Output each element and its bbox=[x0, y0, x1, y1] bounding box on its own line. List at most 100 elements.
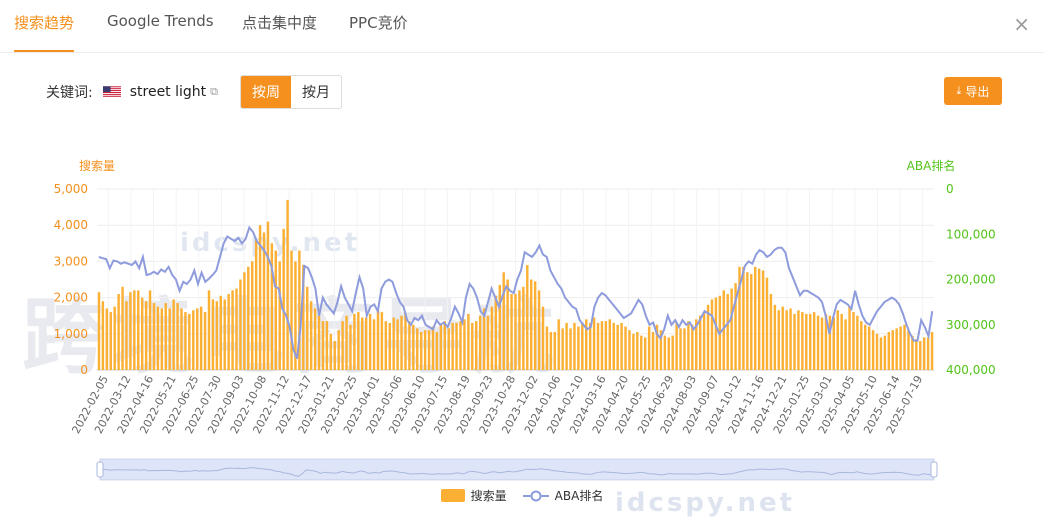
search-volume-bar[interactable] bbox=[789, 308, 792, 370]
search-volume-bar[interactable] bbox=[345, 315, 348, 370]
search-volume-bar[interactable] bbox=[907, 330, 910, 370]
search-volume-bar[interactable] bbox=[211, 299, 215, 370]
period-weekly-button[interactable]: 按周 bbox=[241, 76, 292, 108]
search-volume-bar[interactable] bbox=[306, 286, 309, 370]
search-volume-bar[interactable] bbox=[156, 306, 160, 370]
search-volume-bar[interactable] bbox=[451, 322, 454, 370]
search-volume-bar[interactable] bbox=[463, 319, 466, 370]
search-volume-bar[interactable] bbox=[148, 290, 152, 370]
search-volume-bar[interactable] bbox=[809, 313, 812, 370]
search-volume-bar[interactable] bbox=[368, 313, 372, 370]
search-volume-bar[interactable] bbox=[286, 199, 289, 370]
search-volume-bar[interactable] bbox=[239, 279, 242, 371]
search-volume-bar[interactable] bbox=[117, 293, 120, 370]
search-volume-bar[interactable] bbox=[498, 284, 501, 370]
search-volume-bar[interactable] bbox=[773, 304, 777, 370]
search-volume-bar[interactable] bbox=[423, 330, 427, 370]
search-volume-bar[interactable] bbox=[655, 324, 659, 370]
search-volume-bar[interactable] bbox=[856, 315, 859, 370]
search-volume-bar[interactable] bbox=[883, 335, 887, 370]
search-volume-bar[interactable] bbox=[203, 312, 207, 370]
search-volume-bar[interactable] bbox=[258, 225, 262, 370]
search-volume-bar[interactable] bbox=[164, 303, 167, 370]
search-volume-bar[interactable] bbox=[125, 301, 128, 370]
search-volume-bar[interactable] bbox=[506, 279, 509, 371]
search-volume-bar[interactable] bbox=[879, 337, 883, 370]
search-volume-bar[interactable] bbox=[636, 331, 639, 370]
search-volume-bar[interactable] bbox=[140, 297, 144, 370]
search-volume-bar[interactable] bbox=[133, 290, 136, 370]
search-volume-bar[interactable] bbox=[643, 337, 647, 370]
search-volume-bar[interactable] bbox=[750, 274, 753, 370]
search-volume-bar[interactable] bbox=[282, 228, 285, 370]
search-volume-bar[interactable] bbox=[616, 324, 619, 370]
search-volume-bar[interactable] bbox=[298, 250, 301, 370]
search-volume-bar[interactable] bbox=[372, 319, 376, 370]
search-volume-bar[interactable] bbox=[541, 306, 545, 370]
search-volume-bar[interactable] bbox=[816, 315, 820, 370]
search-volume-bar[interactable] bbox=[478, 315, 482, 370]
search-volume-bar[interactable] bbox=[219, 295, 222, 370]
search-volume-bar[interactable] bbox=[176, 303, 179, 370]
tab-ppc-bid[interactable]: PPC竞价 bbox=[349, 14, 408, 32]
search-volume-bar[interactable] bbox=[632, 333, 635, 370]
legend-item-aba-rank[interactable]: ABA排名 bbox=[522, 487, 603, 504]
search-volume-bar[interactable] bbox=[195, 308, 199, 370]
data-zoom-slider[interactable] bbox=[96, 458, 938, 481]
search-volume-bar[interactable] bbox=[840, 313, 843, 370]
search-volume-bar[interactable] bbox=[577, 326, 580, 370]
search-volume-bar[interactable] bbox=[270, 243, 274, 370]
search-volume-bar[interactable] bbox=[337, 330, 340, 370]
search-volume-bar[interactable] bbox=[294, 261, 297, 370]
search-volume-bar[interactable] bbox=[801, 312, 804, 370]
search-volume-bar[interactable] bbox=[887, 331, 891, 370]
export-button[interactable]: ⤓ 导出 bbox=[944, 77, 1002, 105]
search-volume-bar[interactable] bbox=[573, 322, 576, 370]
search-volume-bar[interactable] bbox=[416, 328, 419, 370]
search-volume-bar[interactable] bbox=[396, 319, 399, 370]
search-volume-bar[interactable] bbox=[184, 312, 187, 370]
search-volume-bar[interactable] bbox=[530, 279, 533, 371]
search-volume-bar[interactable] bbox=[376, 310, 380, 370]
search-volume-bar[interactable] bbox=[443, 321, 446, 370]
search-volume-bar[interactable] bbox=[235, 288, 238, 370]
search-volume-bar[interactable] bbox=[361, 317, 364, 370]
search-volume-bar[interactable] bbox=[793, 313, 796, 370]
search-volume-bar[interactable] bbox=[561, 328, 564, 370]
search-volume-bar[interactable] bbox=[695, 319, 698, 370]
search-volume-bar[interactable] bbox=[828, 315, 832, 370]
search-volume-bar[interactable] bbox=[494, 295, 498, 370]
search-volume-bar[interactable] bbox=[384, 321, 388, 370]
search-volume-bar[interactable] bbox=[502, 272, 505, 370]
search-volume-bar[interactable] bbox=[223, 299, 226, 370]
search-volume-bar[interactable] bbox=[388, 322, 391, 370]
search-volume-bar[interactable] bbox=[427, 330, 431, 370]
search-volume-bar[interactable] bbox=[553, 331, 557, 370]
search-volume-bar[interactable] bbox=[624, 326, 627, 370]
search-volume-bar[interactable] bbox=[691, 324, 694, 370]
search-volume-bar[interactable] bbox=[746, 272, 749, 370]
search-volume-bar[interactable] bbox=[404, 313, 407, 370]
search-volume-bar[interactable] bbox=[290, 250, 293, 370]
search-volume-bar[interactable] bbox=[600, 321, 604, 370]
search-volume-bar[interactable] bbox=[926, 337, 930, 370]
search-volume-bar[interactable] bbox=[447, 328, 450, 370]
search-volume-bar[interactable] bbox=[97, 292, 101, 370]
search-volume-bar[interactable] bbox=[797, 310, 800, 370]
search-volume-bar[interactable] bbox=[620, 322, 623, 370]
search-volume-bar[interactable] bbox=[765, 277, 769, 370]
search-volume-bar[interactable] bbox=[317, 315, 321, 370]
search-volume-bar[interactable] bbox=[537, 290, 541, 370]
search-volume-bar[interactable] bbox=[608, 319, 612, 370]
search-volume-bar[interactable] bbox=[722, 290, 725, 370]
search-volume-bar[interactable] bbox=[247, 266, 250, 370]
search-volume-bar[interactable] bbox=[753, 266, 757, 370]
search-volume-bar[interactable] bbox=[911, 335, 914, 370]
search-volume-bar[interactable] bbox=[734, 283, 737, 370]
search-volume-bar[interactable] bbox=[168, 308, 171, 370]
search-volume-bar[interactable] bbox=[510, 293, 513, 370]
search-volume-bar[interactable] bbox=[738, 266, 741, 370]
search-volume-bar[interactable] bbox=[199, 306, 203, 370]
search-volume-bar[interactable] bbox=[895, 328, 898, 370]
search-volume-bar[interactable] bbox=[585, 319, 588, 370]
